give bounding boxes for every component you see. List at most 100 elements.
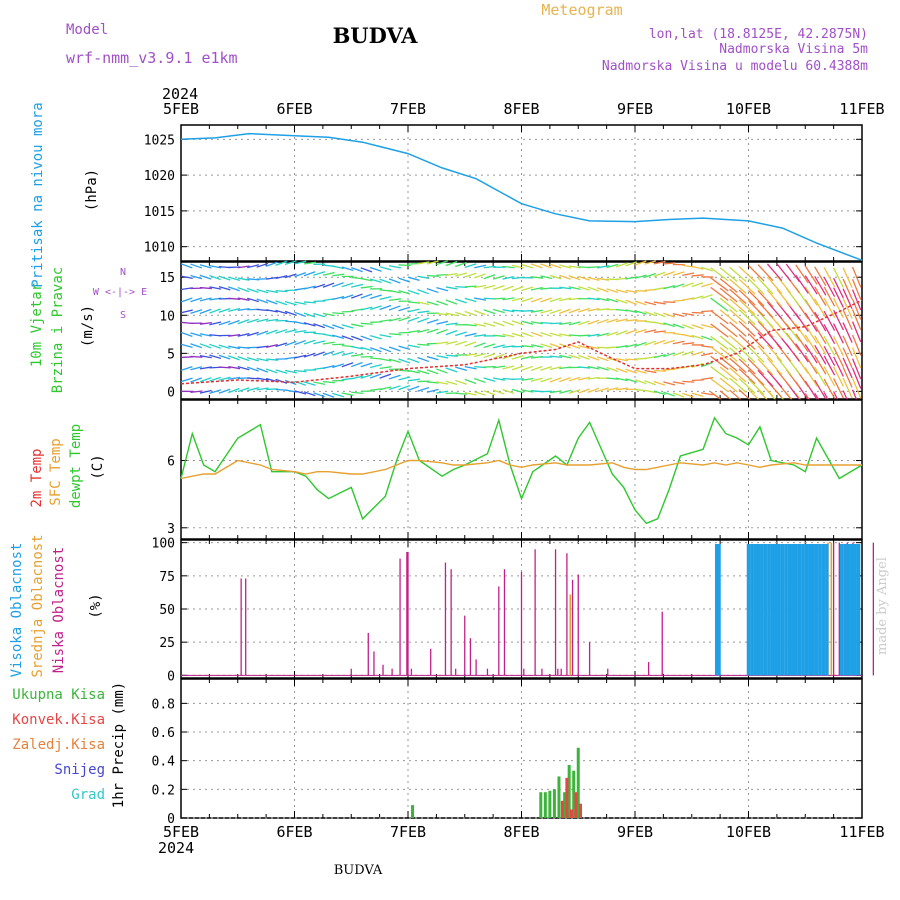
wind-axis-labels: 10m Vjetar Brzina i Pravac (m/s) W <-|->… bbox=[29, 267, 147, 393]
wind-barb bbox=[549, 274, 562, 280]
wind-barb bbox=[199, 343, 212, 349]
wind-barb bbox=[833, 323, 844, 344]
wind-barb bbox=[473, 273, 486, 279]
wind-barb bbox=[530, 321, 543, 325]
year-top-label: 2024 bbox=[162, 85, 198, 103]
wind-barb bbox=[360, 335, 373, 341]
wind-barb bbox=[417, 356, 430, 363]
wind-barb bbox=[341, 335, 354, 341]
wind-barb bbox=[379, 296, 392, 301]
wind-barb bbox=[559, 264, 572, 269]
wind-barb bbox=[228, 355, 240, 361]
wind-barb bbox=[833, 346, 844, 368]
wind-barb bbox=[766, 263, 783, 282]
wind-barb bbox=[303, 312, 316, 318]
wind-barb bbox=[228, 345, 241, 350]
wind-barb bbox=[209, 286, 222, 290]
wind-barb bbox=[426, 381, 439, 384]
wind-barb bbox=[275, 260, 288, 266]
wind-barb bbox=[738, 299, 756, 316]
wind-barb bbox=[379, 319, 392, 323]
wind-barb bbox=[568, 286, 581, 290]
wind-barb bbox=[360, 346, 373, 352]
wind-barb bbox=[332, 282, 344, 288]
time-label-top: 11FEB bbox=[839, 100, 884, 118]
wind-barb bbox=[341, 282, 354, 288]
wind-barb bbox=[237, 277, 250, 281]
wind-barb bbox=[473, 377, 486, 384]
temperature-ytick-label: 6 bbox=[167, 455, 175, 470]
wind-barb bbox=[549, 366, 562, 371]
wind-barb bbox=[379, 386, 392, 391]
wind-barb bbox=[748, 346, 765, 363]
wind-barb bbox=[785, 263, 800, 283]
wind-barb bbox=[190, 377, 202, 383]
wind-barb bbox=[493, 377, 506, 381]
wind-barb bbox=[436, 390, 449, 394]
wind-ytick-label: 15 bbox=[159, 271, 175, 286]
wind-barb bbox=[426, 260, 439, 265]
wind-barb bbox=[351, 361, 363, 368]
wind-barb bbox=[322, 380, 335, 384]
wind-barb bbox=[823, 276, 836, 297]
wind-barb bbox=[710, 323, 729, 338]
wind-barb bbox=[199, 308, 212, 315]
wind-barb bbox=[436, 287, 449, 292]
wind-barb bbox=[700, 361, 713, 368]
wind-barb bbox=[587, 345, 600, 350]
wind-barb bbox=[398, 358, 411, 364]
wind-barb bbox=[180, 331, 193, 337]
wind-barb bbox=[634, 341, 647, 347]
wind-barb bbox=[700, 335, 713, 341]
wind-barb bbox=[322, 282, 335, 288]
temperature-frame bbox=[180, 399, 863, 540]
wind-barb bbox=[388, 385, 401, 391]
wind-barb bbox=[766, 344, 783, 362]
watermark: made by Angel bbox=[875, 557, 890, 655]
wind-barb bbox=[653, 321, 666, 326]
wind-barb bbox=[398, 345, 411, 351]
wind-barb bbox=[521, 331, 534, 338]
wind-barb bbox=[606, 288, 619, 294]
dewpoint-line bbox=[180, 416, 863, 525]
wind-barb bbox=[502, 320, 515, 326]
wind-barb bbox=[578, 354, 590, 360]
wind-barb bbox=[719, 346, 738, 362]
wind-barb bbox=[199, 286, 212, 290]
wind-barb bbox=[540, 263, 552, 269]
wind-barb bbox=[502, 275, 515, 280]
wind-barb bbox=[370, 363, 382, 369]
wind-barb bbox=[473, 342, 486, 348]
wind-barb bbox=[578, 275, 590, 281]
wind-barb bbox=[322, 312, 335, 317]
wind-barb bbox=[530, 309, 543, 313]
wind-barb bbox=[379, 334, 392, 338]
wind-barb bbox=[851, 367, 862, 389]
wind-barb bbox=[691, 392, 704, 398]
precip-ytick-label: 0.4 bbox=[152, 755, 176, 770]
temp-ylabel: 2m Temp bbox=[29, 448, 45, 507]
cloud-ytick-label: 75 bbox=[159, 570, 175, 585]
wind-barb bbox=[199, 354, 212, 359]
wind-barb bbox=[691, 334, 704, 340]
wind-ytick-label: 0 bbox=[167, 385, 175, 400]
wind-barb bbox=[748, 300, 765, 317]
wind-barb bbox=[464, 310, 477, 317]
wind-barb bbox=[748, 378, 765, 396]
wind-barb bbox=[502, 365, 515, 370]
wind-barb bbox=[653, 354, 666, 359]
wind-barb bbox=[549, 263, 562, 269]
wind-barb bbox=[464, 323, 477, 327]
wind-barb bbox=[436, 341, 449, 345]
wind-barb bbox=[663, 271, 675, 277]
wind-barb bbox=[303, 339, 316, 345]
time-label-top: 9FEB bbox=[617, 100, 653, 118]
wind-barb bbox=[351, 391, 364, 395]
wind-barb bbox=[247, 264, 260, 269]
wind-barb bbox=[521, 286, 534, 292]
wind-barb bbox=[436, 320, 449, 325]
wind-barb bbox=[303, 271, 316, 277]
wind-barb bbox=[445, 299, 458, 305]
wind-barb bbox=[502, 354, 515, 360]
wind-barb bbox=[294, 354, 307, 359]
